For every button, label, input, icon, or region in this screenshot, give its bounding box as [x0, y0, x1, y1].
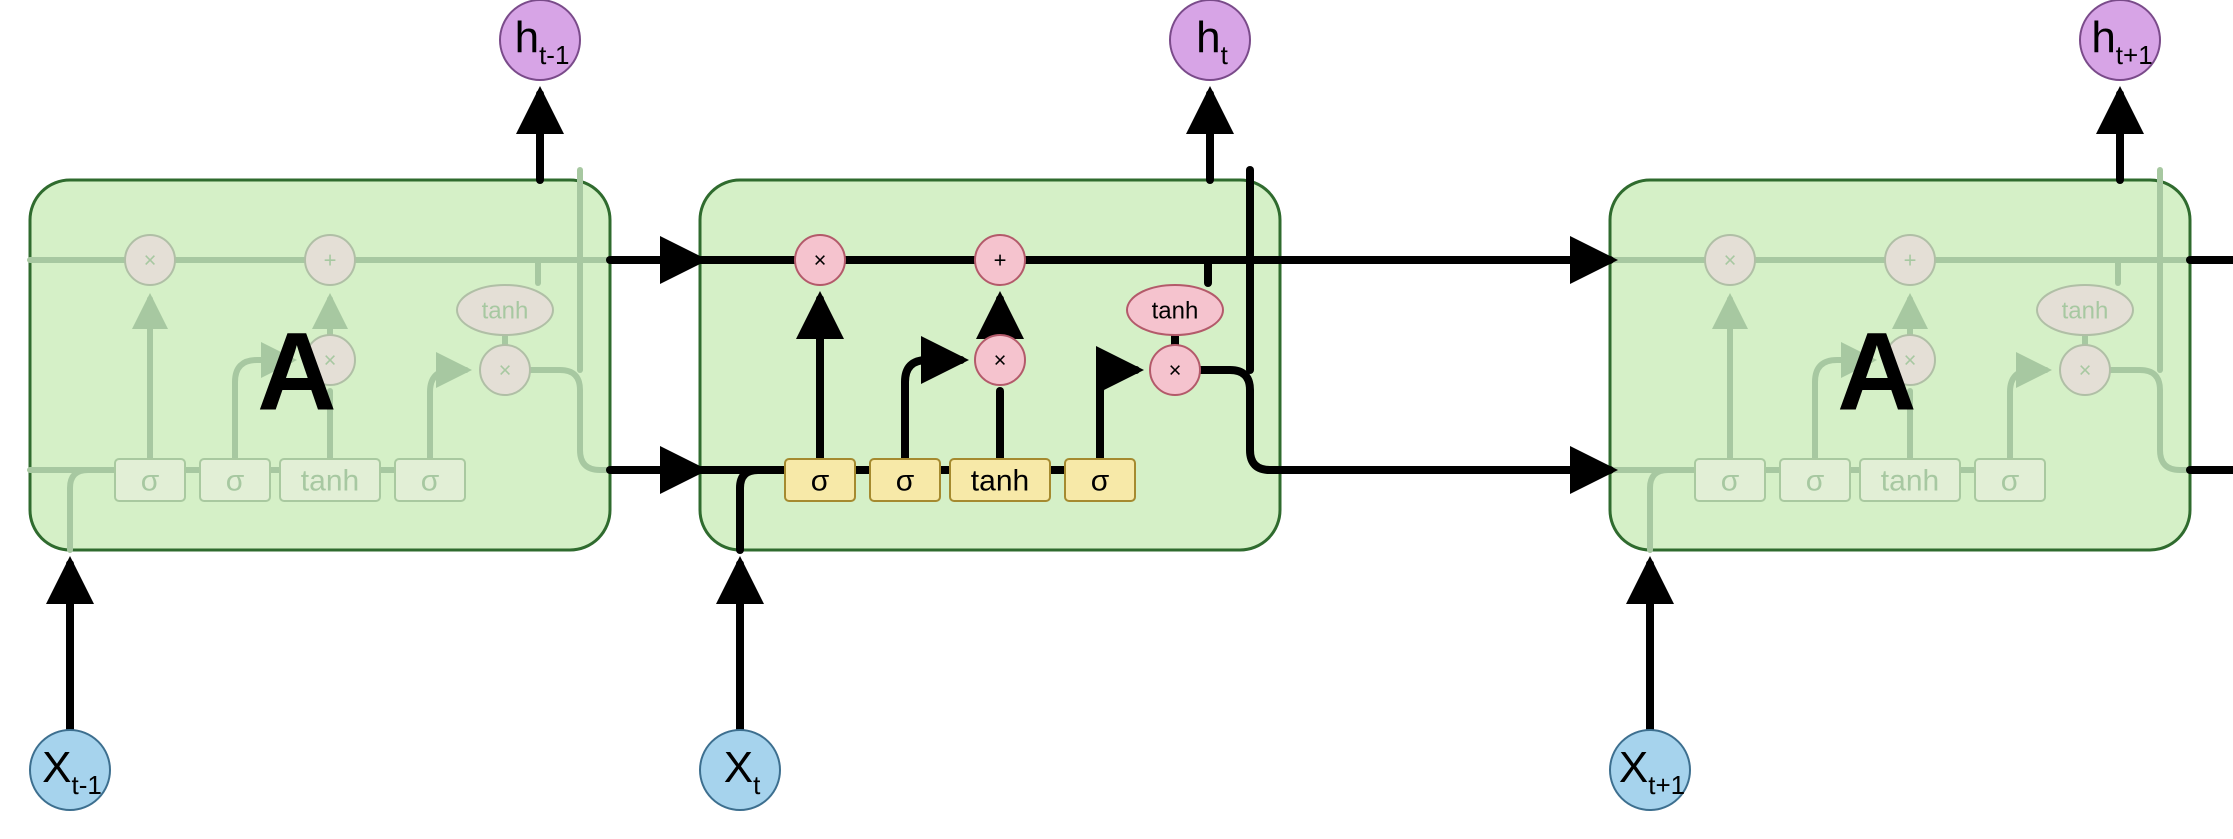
input-gate-label: σ — [896, 465, 915, 498]
output-gate-label: σ — [421, 465, 440, 498]
cell-middle: σ σ tanh σ × + × tanh × — [700, 180, 1280, 550]
mul-out-label: × — [1169, 358, 1182, 383]
tanh-cell-label: tanh — [2062, 297, 2109, 324]
output-gate-label: σ — [1091, 465, 1110, 498]
add-cell-label: + — [994, 248, 1007, 273]
output-gate-label: σ — [2001, 465, 2020, 498]
add-cell-label: + — [1904, 248, 1917, 273]
forget-gate-label: σ — [1721, 465, 1740, 498]
mul-cand-label: × — [994, 348, 1007, 373]
mul-forget-label: × — [814, 248, 827, 273]
forget-gate-label: σ — [141, 465, 160, 498]
tanh-cell-label: tanh — [482, 297, 529, 324]
tanh-cell-label: tanh — [1152, 297, 1199, 324]
lstm-diagram: σ σ tanh σ × + × tanh × Aσ σ tanh σ × + × tanh × σ σ tanh σ × +… — [0, 0, 2233, 839]
mul-forget-label: × — [1724, 248, 1737, 273]
candidate-gate-label: tanh — [971, 465, 1029, 498]
add-cell-label: + — [324, 248, 337, 273]
forget-gate-label: σ — [811, 465, 830, 498]
cell-right: σσtanhσ×+×tanh×A — [1610, 180, 2190, 550]
cell-left-big-label: A — [257, 310, 336, 433]
mul-out-label: × — [2079, 358, 2092, 383]
candidate-gate-label: tanh — [301, 465, 359, 498]
mul-forget-label: × — [144, 248, 157, 273]
cell-left: σσtanhσ×+×tanh×A — [30, 180, 610, 550]
input-gate-label: σ — [226, 465, 245, 498]
cell-right-big-label: A — [1837, 310, 1916, 433]
candidate-gate-label: tanh — [1881, 465, 1939, 498]
input-gate-label: σ — [1806, 465, 1825, 498]
mul-out-label: × — [499, 358, 512, 383]
